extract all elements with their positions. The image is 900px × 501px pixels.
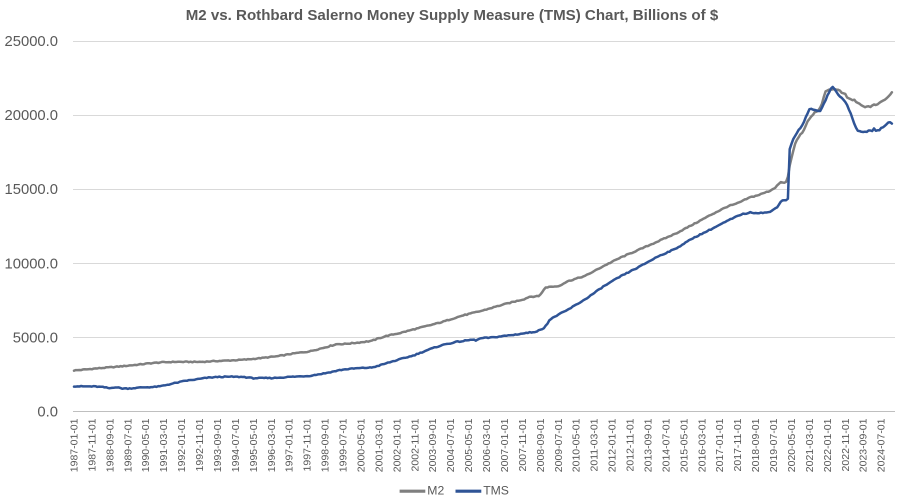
svg-text:2017-01-01: 2017-01-01 — [714, 418, 726, 472]
svg-text:2007-11-01: 2007-11-01 — [517, 418, 529, 471]
svg-text:2012-11-01: 2012-11-01 — [625, 418, 637, 471]
svg-text:2023-09-01: 2023-09-01 — [858, 418, 870, 472]
svg-text:2007-01-01: 2007-01-01 — [499, 418, 511, 472]
svg-text:2000-05-01: 2000-05-01 — [356, 418, 368, 472]
svg-text:10000.0: 10000.0 — [5, 256, 59, 272]
svg-text:1999-07-01: 1999-07-01 — [338, 418, 350, 472]
svg-text:2020-05-01: 2020-05-01 — [786, 418, 798, 472]
svg-text:1992-01-01: 1992-01-01 — [176, 418, 188, 472]
svg-text:1987-11-01: 1987-11-01 — [86, 418, 98, 471]
svg-text:25000.0: 25000.0 — [5, 34, 59, 50]
svg-text:2008-09-01: 2008-09-01 — [535, 418, 547, 472]
svg-text:2018-09-01: 2018-09-01 — [750, 418, 762, 472]
svg-text:1997-11-01: 1997-11-01 — [302, 418, 314, 471]
svg-text:1987-01-01: 1987-01-01 — [69, 418, 81, 472]
svg-text:1990-05-01: 1990-05-01 — [140, 418, 152, 472]
svg-text:2005-05-01: 2005-05-01 — [463, 418, 475, 472]
svg-text:2011-03-01: 2011-03-01 — [589, 418, 601, 471]
svg-text:1998-09-01: 1998-09-01 — [320, 418, 332, 472]
svg-text:2003-09-01: 2003-09-01 — [427, 418, 439, 472]
svg-text:1995-05-01: 1995-05-01 — [248, 418, 260, 472]
svg-text:2022-11-01: 2022-11-01 — [840, 418, 852, 471]
svg-text:2012-01-01: 2012-01-01 — [607, 418, 619, 472]
svg-text:2016-03-01: 2016-03-01 — [696, 418, 708, 472]
svg-text:M2 vs. Rothbard Salerno Money: M2 vs. Rothbard Salerno Money Supply Mea… — [186, 7, 719, 24]
svg-text:M2: M2 — [427, 483, 444, 497]
svg-text:2015-05-01: 2015-05-01 — [678, 418, 690, 472]
svg-text:1988-09-01: 1988-09-01 — [104, 418, 116, 472]
svg-text:15000.0: 15000.0 — [5, 182, 59, 198]
svg-text:1996-03-01: 1996-03-01 — [266, 418, 278, 472]
svg-text:2014-07-01: 2014-07-01 — [660, 418, 672, 472]
svg-text:1992-11-01: 1992-11-01 — [194, 418, 206, 471]
svg-text:2002-01-01: 2002-01-01 — [391, 418, 403, 472]
svg-text:2006-03-01: 2006-03-01 — [481, 418, 493, 472]
svg-text:2001-03-01: 2001-03-01 — [373, 418, 385, 472]
svg-text:2021-03-01: 2021-03-01 — [804, 418, 816, 472]
svg-text:2009-07-01: 2009-07-01 — [553, 418, 565, 472]
svg-text:2019-07-01: 2019-07-01 — [768, 418, 780, 472]
svg-text:2013-09-01: 2013-09-01 — [643, 418, 655, 472]
svg-text:2002-11-01: 2002-11-01 — [409, 418, 421, 471]
svg-text:5000.0: 5000.0 — [13, 330, 58, 346]
svg-text:1994-07-01: 1994-07-01 — [230, 418, 242, 472]
svg-text:1989-07-01: 1989-07-01 — [122, 418, 134, 472]
svg-text:1991-03-01: 1991-03-01 — [158, 418, 170, 472]
svg-text:2004-07-01: 2004-07-01 — [445, 418, 457, 472]
svg-text:0.0: 0.0 — [37, 405, 58, 421]
svg-text:2024-07-01: 2024-07-01 — [876, 418, 888, 472]
svg-text:TMS: TMS — [483, 483, 509, 497]
svg-text:1997-01-01: 1997-01-01 — [284, 418, 296, 472]
svg-text:2022-01-01: 2022-01-01 — [822, 418, 834, 472]
svg-text:2010-05-01: 2010-05-01 — [571, 418, 583, 472]
svg-text:2017-11-01: 2017-11-01 — [732, 418, 744, 471]
svg-text:20000.0: 20000.0 — [5, 108, 59, 124]
svg-text:1993-09-01: 1993-09-01 — [212, 418, 224, 472]
